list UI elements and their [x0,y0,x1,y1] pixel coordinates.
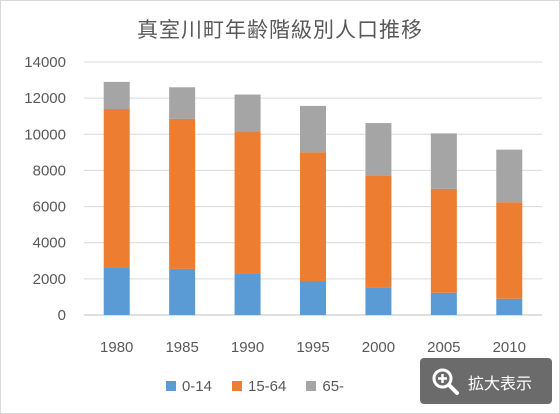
x-tick-label: 2010 [493,339,526,356]
bar-65--2005 [430,133,457,189]
legend-label: 15-64 [247,378,287,395]
bar-65--2000 [365,123,392,176]
bar-65--1995 [300,105,326,153]
y-tick-label: 12000 [24,90,66,107]
bar-65--1985 [169,87,196,119]
bar-15-64-1980 [103,108,130,268]
chart-legend: 0-14 15-64 65- [0,378,560,395]
bar-0-14-2010 [496,298,523,315]
bar-0-14-1980 [103,267,130,315]
bar-0-14-1995 [300,281,326,315]
legend-label: 65- [322,378,345,395]
legend-item: 65- [306,378,344,395]
bar-65--1990 [234,94,261,132]
bar-65--2010 [496,149,523,203]
bar-15-64-1985 [169,118,196,269]
legend-swatch [165,381,176,391]
bar-0-14-1985 [169,268,196,315]
zoom-button[interactable]: 拡大表示 [420,358,552,404]
legend-item: 15-64 [231,378,287,395]
bar-0-14-2000 [365,287,392,315]
legend-swatch [306,381,317,391]
zoom-in-icon [432,368,459,395]
x-tick-label: 2000 [362,339,395,356]
bar-15-64-2010 [496,202,523,299]
y-tick-label: 14000 [24,54,66,71]
bar-65--1980 [103,81,130,109]
x-tick-label: 1995 [296,339,329,356]
bar-15-64-2005 [430,188,457,293]
y-tick-label: 0 [58,307,66,324]
y-tick-label: 2000 [33,271,66,288]
legend-label: 0-14 [181,378,212,395]
legend-item: 0-14 [165,378,212,395]
bar-15-64-1990 [234,131,261,274]
y-tick-label: 10000 [24,126,66,143]
x-tick-label: 2005 [427,339,460,356]
bar-0-14-1990 [234,273,261,315]
legend-swatch [231,381,242,391]
chart-title: 真室川町年齢階級別人口推移 [137,18,423,42]
zoom-button-label: 拡大表示 [468,374,533,393]
x-tick-label: 1980 [100,339,133,356]
bar-15-64-2000 [365,175,392,288]
bar-0-14-2005 [430,292,457,315]
y-tick-label: 8000 [33,162,66,179]
y-tick-label: 4000 [33,235,66,252]
x-tick-label: 1985 [165,339,198,356]
y-tick-label: 6000 [33,199,66,216]
bar-15-64-1995 [300,152,326,282]
x-tick-label: 1990 [231,339,264,356]
